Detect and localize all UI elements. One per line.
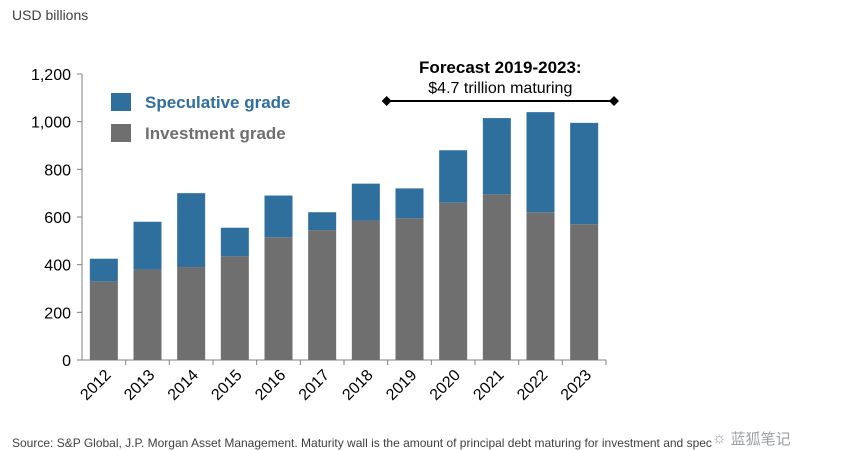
bar-speculative-2021 [482,118,511,195]
bar-investment-2021 [482,194,511,360]
x-tick-label: 2012 [77,367,114,404]
bar-speculative-2022 [526,112,555,213]
bar-speculative-2019 [395,188,424,219]
legend-label: Speculative grade [145,93,291,112]
x-tick-label: 2021 [470,367,507,404]
bar-speculative-2014 [177,193,206,268]
bar-speculative-2015 [220,227,249,257]
y-tick-label: 0 [62,353,71,370]
forecast-subtitle: $4.7 trillion maturing [428,80,572,97]
bar-investment-2012 [89,281,118,360]
x-tick-label: 2013 [121,367,158,404]
bar-investment-2014 [177,267,206,360]
bar-investment-2022 [526,212,555,360]
x-tick-label: 2019 [383,367,420,404]
y-tick-label: 1,000 [31,115,71,132]
y-tick-label: 400 [44,258,71,275]
bar-speculative-2017 [308,212,337,231]
x-tick-label: 2018 [339,367,376,404]
y-tick-label: 600 [44,210,71,227]
y-tick-label: 1,200 [31,67,71,84]
x-tick-label: 2023 [558,367,595,404]
bar-speculative-2016 [264,195,293,238]
x-tick-label: 2014 [165,367,202,404]
legend-swatch [111,93,131,111]
bar-speculative-2020 [439,150,468,203]
bar-investment-2016 [264,237,293,360]
bar-investment-2023 [570,224,599,360]
watermark: ☼ 蓝狐笔记 [712,428,791,449]
x-tick-label: 2015 [208,367,245,404]
bar-investment-2020 [439,202,468,360]
bar-investment-2017 [308,230,337,360]
x-tick-label: 2016 [252,367,289,404]
unit-label: USD billions [12,7,89,23]
bar-speculative-2018 [351,183,380,221]
source-note: Source: S&P Global, J.P. Morgan Asset Ma… [12,436,712,450]
forecast-range-diamond [609,96,619,106]
bar-speculative-2012 [89,258,118,282]
bar-investment-2013 [133,269,162,360]
y-tick-label: 200 [44,305,71,322]
bar-investment-2019 [395,218,424,360]
x-tick-label: 2020 [427,367,464,404]
x-tick-label: 2017 [296,367,333,404]
bar-speculative-2023 [570,122,599,225]
watermark-text: 蓝狐笔记 [730,431,791,448]
x-tick-label: 2022 [514,367,551,404]
bar-investment-2015 [220,256,249,360]
bar-investment-2018 [351,220,380,360]
bar-speculative-2013 [133,221,162,270]
wechat-icon: ☼ [712,429,727,447]
legend-swatch [111,124,131,142]
y-tick-label: 800 [44,162,71,179]
legend-label: Investment grade [145,124,286,143]
forecast-range-diamond [381,96,392,106]
forecast-title: Forecast 2019-2023: [419,58,582,77]
